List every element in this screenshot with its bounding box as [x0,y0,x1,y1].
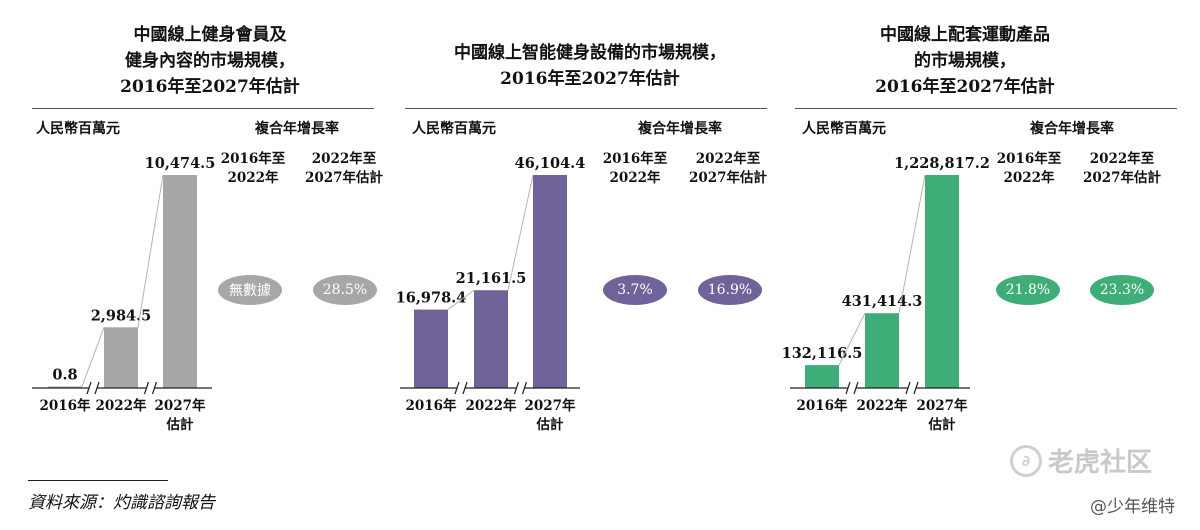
cagr-period-2: 2022年至 2027年估計 [304,151,384,186]
axis-break-gap [516,385,525,391]
bar [474,290,508,388]
axis-break-mark [143,381,150,395]
axis-break-mark [94,381,100,395]
bar [163,175,197,388]
axis-break-mark [454,381,460,395]
cagr-period-2: 2022年至 2027年估計 [1082,151,1162,186]
axis-break-mark [151,381,158,395]
axis-break-gap [457,385,465,391]
chart-title: 中國線上智能健身設備的市場規模， 2016年至2027年估計 [454,43,726,89]
watermark-brand: ∂ 老虎社区 [1010,442,1152,479]
tick-label: 估計 [928,416,957,433]
unit-label: 人民幣百萬元 [36,121,120,137]
cagr-title: 複合年增長率 [1030,121,1114,137]
connector-line [137,174,164,328]
tick-label: 2027年 [524,397,576,414]
tick-label: 2027年 [154,397,206,414]
data-label: 21,161.5 [456,270,527,287]
tick-label: 2022年 [465,397,517,414]
axis-break-mark [853,381,859,395]
bar [925,175,959,388]
tiger-logo-icon: ∂ [1010,444,1042,477]
title-rule [405,108,767,109]
cagr-period-2: 2022年至 2027年估計 [688,151,768,186]
tick-label: 2027年 [916,397,968,414]
chart-title: 中國線上健身會員及 健身內容的市場規模， 2016年至2027年估計 [120,25,300,97]
cagr-period-1: 2016年至 2022年 [996,151,1062,186]
axis-break-gap [146,385,155,391]
axis-break-gap [89,385,97,391]
tick-label: 2016年 [39,397,91,414]
tick-label: 2022年 [95,397,147,414]
title-rule [32,108,374,109]
chart-panel-3: 中國線上配套運動產品 的市場規模， 2016年至2027年估計 人民幣百萬元 複… [795,25,1177,305]
connector-line [447,289,475,310]
source-rule [28,480,168,481]
data-label: 16,978.4 [396,290,467,307]
data-label: 0.8 [52,367,77,384]
cagr-badge-1: 21.8% [996,275,1060,305]
data-label: 132,116.5 [782,345,863,362]
unit-label: 人民幣百萬元 [802,121,886,137]
watermark-user: @少年维特 [1090,497,1175,517]
watermark-brand-text: 老虎社区 [1048,448,1153,478]
axis-break-mark [521,381,528,395]
cagr-badge-1: 3.7% [603,275,667,305]
connector-line [81,327,105,387]
tick-label: 估計 [166,416,194,433]
source-note: 資料來源：灼識諮詢報告 [28,493,215,513]
title-rule [795,108,1177,109]
cagr-period-1: 2016年至 2022年 [220,151,286,186]
chart-title: 中國線上配套運動產品 的市場規模， 2016年至2027年估計 [875,25,1055,97]
axis-break-mark [513,381,520,395]
data-label: 431,414.3 [842,293,923,310]
cagr-badge-1: 無數據 [218,275,282,305]
cagr-badge-2: 23.3% [1090,275,1154,305]
cagr-title: 複合年增長率 [255,121,339,137]
cagr-badge-2: 16.9% [698,275,762,305]
cagr-badge-2: 28.5% [313,275,377,305]
axis-break-gap [848,385,856,391]
bar [414,309,448,388]
bar [48,386,82,388]
tick-label: 2016年 [405,397,457,414]
data-label: 1,228,817.2 [894,155,990,172]
axis-break-mark [86,381,92,395]
axis-break-mark [913,381,919,395]
tick-label: 2022年 [856,397,908,414]
tick-label: 2016年 [796,397,848,414]
connector-line [838,312,866,366]
data-label: 46,104.4 [515,155,586,172]
axis-break-mark [845,381,851,395]
bar [533,175,567,388]
cagr-title: 複合年增長率 [638,121,722,137]
tick-label: 估計 [536,416,565,433]
data-label: 10,474.5 [145,155,216,172]
unit-label: 人民幣百萬元 [412,121,496,137]
axis-break-gap [908,385,916,391]
bar [805,365,839,388]
bar [865,313,899,388]
connector-line [898,174,926,314]
chart-panel-2: 中國線上智能健身設備的市場規模， 2016年至2027年估計 人民幣百萬元 複合… [405,43,768,305]
bar [104,327,138,388]
data-label: 2,984.5 [91,307,152,324]
cagr-period-1: 2016年至 2022年 [602,151,668,186]
chart-panel-1: 中國線上健身會員及 健身內容的市場規模， 2016年至2027年估計 人民幣百萬… [0,0,400,450]
connector-line [507,174,534,291]
axis-break-mark [905,381,911,395]
axis-break-mark [462,381,468,395]
